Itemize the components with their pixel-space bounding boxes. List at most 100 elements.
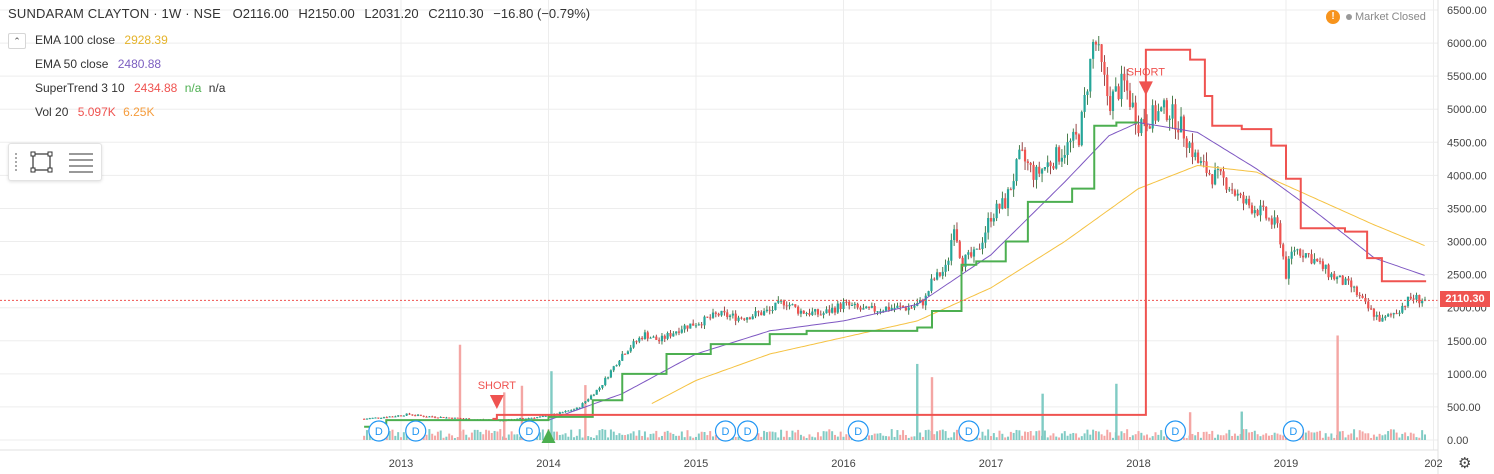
volume-bar <box>697 433 700 440</box>
candle-body <box>658 339 661 342</box>
candle-body <box>1404 305 1407 307</box>
volume-bar <box>1058 437 1061 440</box>
volume-bar <box>400 437 402 440</box>
candle-body <box>1046 162 1049 168</box>
candle-body <box>1177 129 1180 133</box>
candle-body <box>882 310 885 312</box>
volume-bar <box>802 436 805 440</box>
volume-bar <box>612 431 615 440</box>
candle-body <box>1279 223 1282 245</box>
indicator-ema100[interactable]: ⌃ EMA 100 close 2928.39 <box>8 31 168 49</box>
volume-bar <box>431 433 434 440</box>
market-status[interactable]: ! Market Closed <box>1326 10 1426 24</box>
volume-bar <box>1276 433 1279 440</box>
volume-bar <box>1080 436 1083 440</box>
volume-bar <box>507 434 510 440</box>
drag-handle[interactable] <box>15 153 19 171</box>
candle-body <box>992 218 995 222</box>
candle-body <box>578 407 581 409</box>
candle-body <box>615 365 618 367</box>
gear-icon[interactable]: ⚙ <box>1458 455 1472 472</box>
volume-bar <box>448 433 451 440</box>
settings-lines-icon[interactable] <box>67 150 95 174</box>
indicator-label: SuperTrend 3 10 <box>35 81 125 95</box>
candle-body <box>842 301 845 310</box>
volume-bar <box>1026 432 1029 440</box>
volume-bar <box>1007 436 1010 440</box>
indicator-ema50[interactable]: EMA 50 close 2480.88 <box>8 55 161 73</box>
candle-body <box>394 416 397 418</box>
candle-body <box>428 416 431 418</box>
candle-body <box>1344 278 1347 285</box>
candle-body <box>1301 255 1305 258</box>
volume-bar <box>1259 436 1262 440</box>
candle-body <box>899 305 902 307</box>
volume-bar <box>490 433 493 440</box>
volume-bar <box>646 437 649 440</box>
volume-bar <box>1182 437 1185 440</box>
candle-body <box>416 414 420 416</box>
volume-bar <box>677 435 680 440</box>
candle-body <box>1355 286 1359 296</box>
volume-bar <box>893 436 896 440</box>
candle-body <box>757 311 760 313</box>
volume-bar <box>1021 435 1024 440</box>
indicator-volume[interactable]: Vol 20 5.097K 6.25K <box>8 103 154 121</box>
y-tick-label: 4500.00 <box>1447 137 1487 149</box>
candle-body <box>601 384 604 388</box>
x-tick-label: 2019 <box>1274 458 1298 470</box>
volume-bar <box>1256 434 1259 440</box>
candle-body <box>1307 253 1310 255</box>
volume-bar <box>1392 429 1395 440</box>
volume-bar <box>816 432 819 440</box>
collapse-legend-button[interactable]: ⌃ <box>8 33 26 49</box>
volume-bar <box>737 436 740 440</box>
candle-body <box>1421 301 1424 304</box>
candle-body <box>955 229 959 242</box>
y-tick-label: 5500.00 <box>1447 71 1487 83</box>
candle-body <box>1276 217 1279 224</box>
volume-bar <box>1123 433 1126 440</box>
candle-body <box>1066 142 1069 156</box>
volume-bar <box>394 435 397 440</box>
volume-bar <box>1304 432 1307 440</box>
symbol-title[interactable]: SUNDARAM CLAYTON · 1W · NSE O2116.00 H21… <box>8 6 596 21</box>
candle-body <box>572 409 576 411</box>
candle-body <box>567 410 570 412</box>
candle-body <box>933 278 936 280</box>
candle-body <box>831 307 834 313</box>
dividend-marker <box>518 420 540 442</box>
volume-bar <box>910 436 913 440</box>
candle-body <box>845 301 848 303</box>
volume-bar <box>1157 434 1160 440</box>
candle-body <box>1398 312 1401 314</box>
candle-body <box>748 317 751 320</box>
candle-body <box>1415 294 1418 300</box>
candle-body <box>879 311 882 313</box>
candle-body <box>1182 116 1185 139</box>
volume-spike-bar <box>1336 335 1339 440</box>
candle-body <box>794 304 797 307</box>
volume-bar <box>1219 435 1222 440</box>
volume-bar <box>453 437 456 440</box>
indicator-supertrend[interactable]: SuperTrend 3 10 2434.88 n/a n/a <box>8 79 225 97</box>
volume-bar <box>1086 429 1089 440</box>
volume-bar <box>615 435 618 440</box>
ema-50-line <box>548 121 1425 421</box>
indicator-value: n/a <box>184 81 202 95</box>
y-tick-label: 1500.00 <box>1447 336 1487 348</box>
candle-body <box>726 312 729 318</box>
volume-spike-bar <box>550 371 553 440</box>
candle-body <box>425 416 428 418</box>
rectangle-tool-icon[interactable] <box>29 150 55 174</box>
candle-body <box>1375 314 1378 317</box>
volume-bar <box>428 429 431 440</box>
candle-body <box>1185 138 1188 148</box>
candle-body <box>737 317 740 321</box>
volume-bar <box>1001 433 1004 440</box>
volume-bar <box>1049 435 1052 440</box>
candle-body <box>629 347 632 352</box>
candle-body <box>998 203 1001 209</box>
volume-bar <box>797 429 800 440</box>
